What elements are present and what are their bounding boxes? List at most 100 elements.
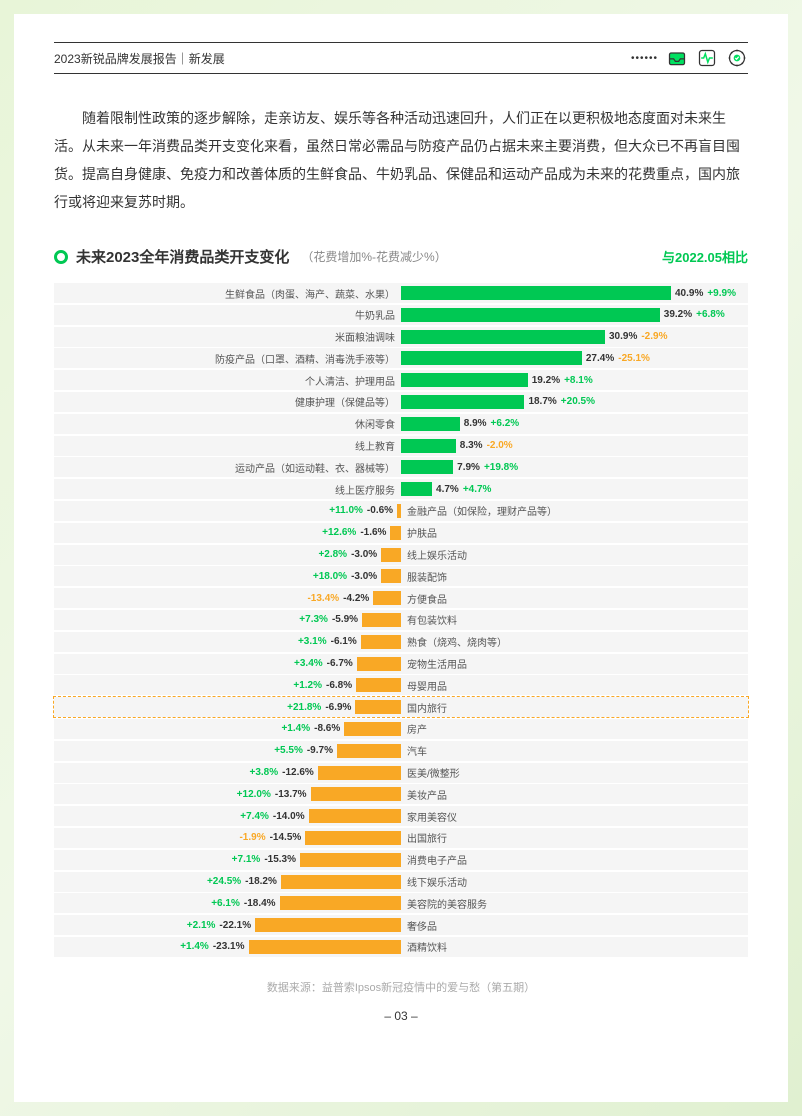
chart-row: 运动产品（如运动鞋、衣、器械等）7.9%+19.8% bbox=[54, 457, 748, 477]
bar-negative bbox=[361, 635, 401, 649]
value-main: 18.7% bbox=[528, 396, 556, 407]
value-main: -6.1% bbox=[331, 636, 357, 647]
category-label: 方便食品 bbox=[407, 591, 447, 606]
category-label: 休闲零食 bbox=[355, 416, 395, 431]
value-main: -14.5% bbox=[270, 832, 302, 843]
chart-row: 防疫产品（口罩、酒精、消毒洗手液等）27.4%-25.1% bbox=[54, 348, 748, 368]
value-main: -6.9% bbox=[325, 702, 351, 713]
dots-icon: •••••• bbox=[631, 53, 658, 64]
value-delta: +6.8% bbox=[696, 309, 725, 320]
chart-row: +1.4%-8.6%房产 bbox=[54, 719, 748, 739]
chart-row: 个人清洁、护理用品19.2%+8.1% bbox=[54, 370, 748, 390]
bar-negative bbox=[281, 875, 401, 889]
bar-negative bbox=[390, 526, 401, 540]
chart-row: +24.5%-18.2%线下娱乐活动 bbox=[54, 872, 748, 892]
value-delta: +24.5% bbox=[207, 876, 241, 887]
bar-positive bbox=[401, 482, 432, 496]
bar-positive bbox=[401, 351, 582, 365]
chart-title-wrap: 未来2023全年消费品类开支变化 （花费增加%-花费减少%） bbox=[54, 246, 447, 267]
value-delta: +4.7% bbox=[463, 484, 492, 495]
category-label: 医美/微整形 bbox=[407, 765, 460, 780]
chart-row: +1.4%-23.1%酒精饮料 bbox=[54, 937, 748, 957]
bar-negative bbox=[300, 853, 401, 867]
bar-negative bbox=[357, 657, 401, 671]
bar-positive bbox=[401, 439, 456, 453]
value-delta: +18.0% bbox=[313, 571, 347, 582]
value-main: -8.6% bbox=[314, 723, 340, 734]
category-label: 出国旅行 bbox=[407, 830, 447, 845]
bar-negative bbox=[249, 940, 401, 954]
value-main: -13.7% bbox=[275, 789, 307, 800]
value-main: -0.6% bbox=[367, 505, 393, 516]
category-label: 金融产品（如保险，理财产品等） bbox=[407, 503, 557, 518]
bar-positive bbox=[401, 286, 671, 300]
value-delta: +7.4% bbox=[240, 811, 269, 822]
category-label: 护肤品 bbox=[407, 525, 437, 540]
value-main: -5.9% bbox=[332, 614, 358, 625]
value-main: -3.0% bbox=[351, 549, 377, 560]
bar-negative bbox=[381, 548, 401, 562]
category-label: 个人清洁、护理用品 bbox=[305, 373, 395, 388]
value-main: 7.9% bbox=[457, 462, 480, 473]
chart-row: +2.1%-22.1%奢侈品 bbox=[54, 915, 748, 935]
chart-row: +5.5%-9.7%汽车 bbox=[54, 741, 748, 761]
chart-row: +6.1%-18.4%美容院的美容服务 bbox=[54, 893, 748, 913]
bar-negative bbox=[318, 766, 401, 780]
value-main: -23.1% bbox=[213, 941, 245, 952]
chart-subtitle: （花费增加%-花费减少%） bbox=[301, 248, 446, 265]
value-main: -15.3% bbox=[264, 854, 296, 865]
category-label: 线上教育 bbox=[355, 438, 395, 453]
value-delta: -25.1% bbox=[618, 353, 650, 364]
category-label: 服装配饰 bbox=[407, 569, 447, 584]
chart-row: +2.8%-3.0%线上娱乐活动 bbox=[54, 545, 748, 565]
category-label: 防疫产品（口罩、酒精、消毒洗手液等） bbox=[215, 351, 395, 366]
value-delta: +1.2% bbox=[293, 680, 322, 691]
bar-positive bbox=[401, 330, 605, 344]
bar-negative bbox=[311, 787, 401, 801]
value-delta: +19.8% bbox=[484, 462, 518, 473]
chart-row: 米面粮油调味30.9%-2.9% bbox=[54, 327, 748, 347]
chart-row: +11.0%-0.6%金融产品（如保险，理财产品等） bbox=[54, 501, 748, 521]
category-label: 健康护理（保健品等） bbox=[295, 394, 395, 409]
chart-row: -1.9% -14.5% 出国旅行 bbox=[54, 828, 748, 848]
value-delta: -1.9% bbox=[239, 832, 265, 843]
chart-row: 生鲜食品（肉蛋、海产、蔬菜、水果）40.9%+9.9% bbox=[54, 283, 748, 303]
chart-row: 线上教育8.3%-2.0% bbox=[54, 436, 748, 456]
bar-positive bbox=[401, 460, 453, 474]
value-delta: +6.2% bbox=[491, 418, 520, 429]
bar-negative bbox=[356, 678, 401, 692]
category-label: 汽车 bbox=[407, 743, 427, 758]
category-label: 奢侈品 bbox=[407, 918, 437, 933]
chart-row: +18.0% -3.0% 服装配饰 bbox=[54, 566, 748, 586]
bar-negative bbox=[355, 700, 401, 714]
value-delta: +9.9% bbox=[707, 288, 736, 299]
bar-negative bbox=[344, 722, 401, 736]
bar-negative bbox=[337, 744, 401, 758]
bar-positive bbox=[401, 417, 460, 431]
category-label: 美容院的美容服务 bbox=[407, 896, 487, 911]
chart-row: +12.6%-1.6%护肤品 bbox=[54, 523, 748, 543]
bar-negative bbox=[255, 918, 401, 932]
bullet-icon bbox=[54, 250, 68, 264]
chart-row: 休闲零食8.9%+6.2% bbox=[54, 414, 748, 434]
bar-negative bbox=[280, 896, 401, 910]
value-main: 19.2% bbox=[532, 375, 560, 386]
page-header: 2023新锐品牌发展报告｜新发展 •••••• bbox=[54, 42, 748, 74]
chart-row: -13.4%-4.2%方便食品 bbox=[54, 588, 748, 608]
header-icons: •••••• bbox=[631, 47, 748, 69]
value-main: -1.6% bbox=[360, 527, 386, 538]
bar-positive bbox=[401, 395, 524, 409]
value-main: -9.7% bbox=[307, 745, 333, 756]
value-main: -4.2% bbox=[343, 593, 369, 604]
chart-row: +7.1%-15.3%消费电子产品 bbox=[54, 850, 748, 870]
value-main: -3.0% bbox=[351, 571, 377, 582]
pulse-icon bbox=[696, 47, 718, 69]
diverging-bar-chart: 生鲜食品（肉蛋、海产、蔬菜、水果）40.9%+9.9%牛奶乳品39.2%+6.8… bbox=[54, 283, 748, 957]
value-delta: +3.4% bbox=[294, 658, 323, 669]
value-main: -22.1% bbox=[219, 920, 251, 931]
header-title: 2023新锐品牌发展报告｜新发展 bbox=[54, 50, 225, 67]
category-label: 宠物生活用品 bbox=[407, 656, 467, 671]
bar-positive bbox=[401, 308, 660, 322]
value-delta: +6.1% bbox=[211, 898, 240, 909]
chart-header: 未来2023全年消费品类开支变化 （花费增加%-花费减少%） 与2022.05相… bbox=[54, 246, 748, 267]
